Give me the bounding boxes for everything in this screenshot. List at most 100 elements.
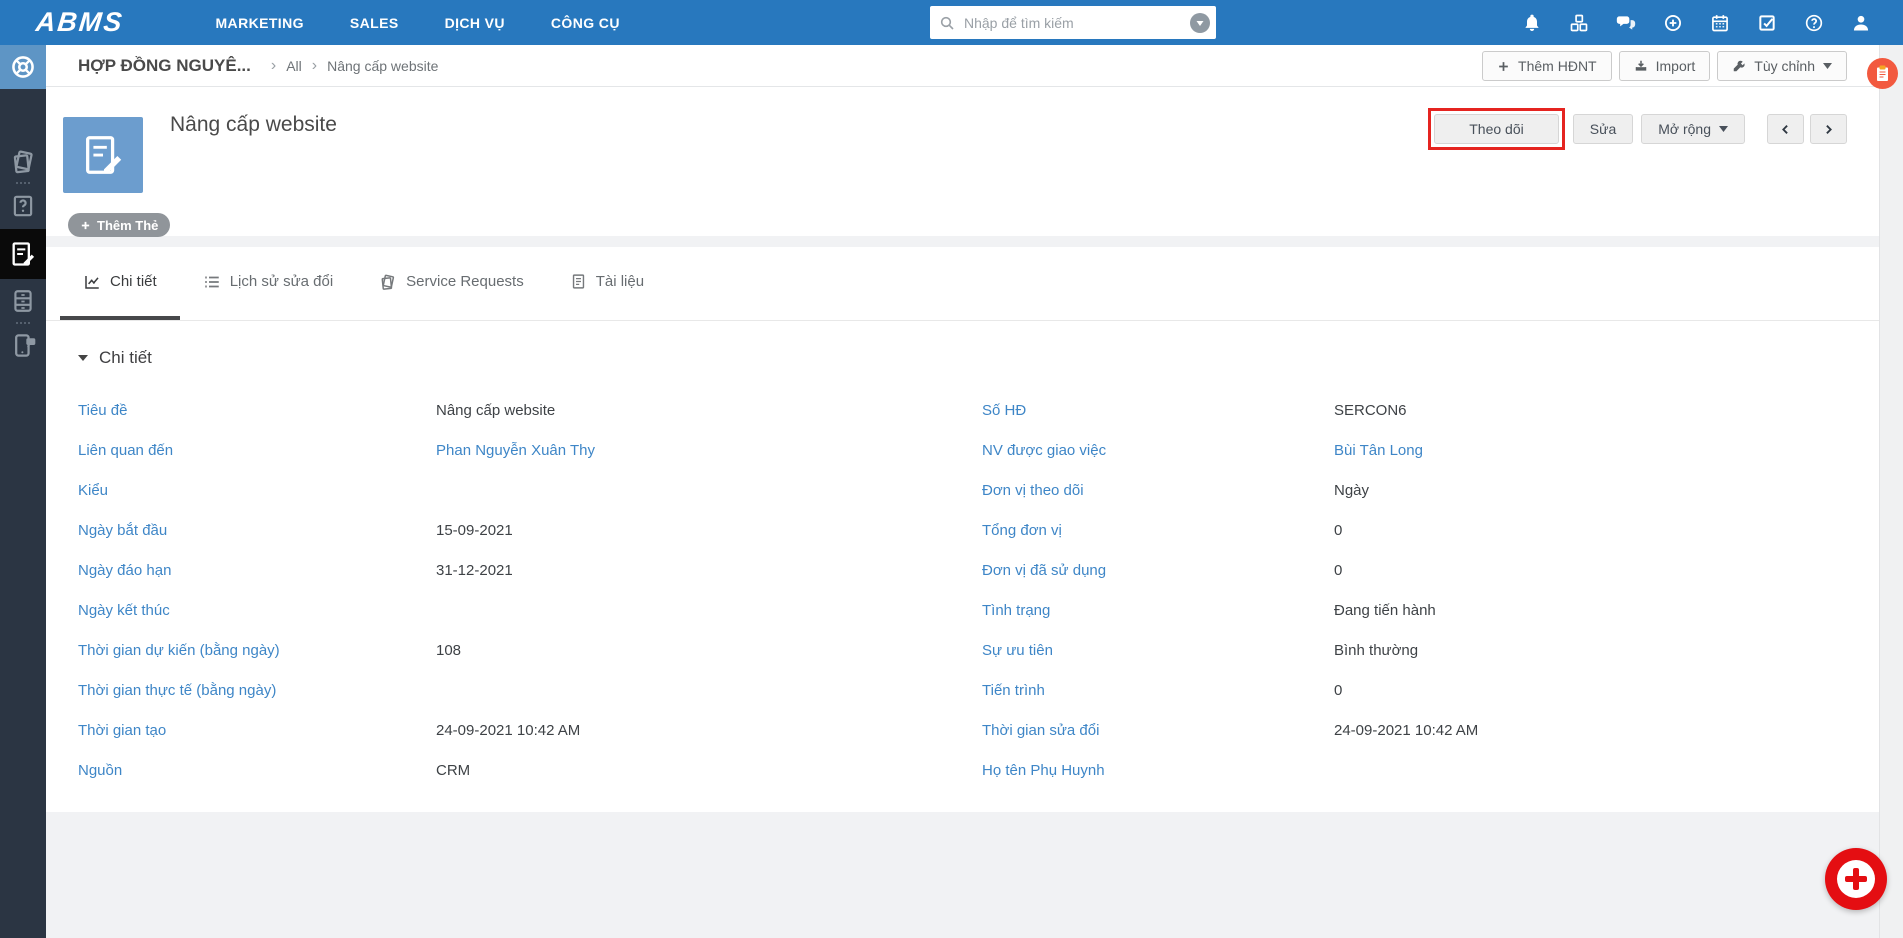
field-value: 0	[1334, 521, 1343, 539]
details-grid: Tiêu đề Nâng cấp website Số HĐ SERCON6 L…	[78, 390, 1879, 790]
sidebar-item-service-contracts[interactable]	[0, 229, 46, 279]
field-value: 0	[1334, 681, 1343, 699]
plus-icon	[1497, 60, 1510, 73]
tab-bar: Chi tiết Lịch sử sửa đổi Service Request…	[46, 247, 1879, 321]
annotation-highlight-box: Theo dõi	[1428, 108, 1565, 150]
breadcrumb-link-all[interactable]: All	[286, 57, 302, 74]
field-label: Sự ưu tiên	[982, 641, 1053, 659]
field-value-link[interactable]: Phan Nguyễn Xuân Thy	[436, 441, 596, 459]
sidebar-item-tickets[interactable]	[0, 143, 46, 179]
tab-service-requests[interactable]: Service Requests	[356, 247, 547, 320]
field-label: Thời gian sửa đổi	[982, 721, 1100, 739]
chart-line-icon	[83, 273, 101, 291]
faq-icon	[10, 193, 36, 219]
search-input[interactable]	[962, 13, 1190, 32]
field-label: Tình trạng	[982, 601, 1051, 619]
menu-item-congcu[interactable]: CÔNG CỤ	[550, 14, 620, 31]
phone-chat-icon	[10, 332, 37, 359]
field-value	[436, 670, 982, 710]
field-value: Ngày	[1334, 481, 1370, 499]
menu-item-marketing[interactable]: MARKETING	[215, 14, 304, 31]
list-icon	[203, 273, 221, 291]
field-value: Đang tiến hành	[1334, 601, 1436, 619]
navbar-icons	[1522, 0, 1871, 45]
bell-icon[interactable]	[1522, 13, 1542, 33]
add-contract-button[interactable]: Thêm HĐNT	[1482, 51, 1612, 81]
field-value: Nâng cấp website	[436, 401, 556, 419]
scrollbar-track[interactable]	[1879, 45, 1903, 938]
field-label: Liên quan đến	[78, 441, 174, 459]
customize-button[interactable]: Tùy chỉnh	[1717, 51, 1847, 81]
plus-icon	[80, 220, 91, 231]
next-record-button[interactable]	[1810, 114, 1847, 144]
list-toolbar: Thêm HĐNT Import Tùy chỉnh	[1482, 51, 1847, 81]
tab-documents[interactable]: Tài liệu	[547, 247, 667, 320]
sidebar-item-dashboard[interactable]	[0, 45, 46, 89]
breadcrumb-link-record[interactable]: Nâng cấp website	[327, 57, 439, 74]
caret-down-icon	[78, 355, 88, 361]
search-scope-chevron-icon[interactable]	[1190, 12, 1210, 33]
menu-item-sales[interactable]: SALES	[349, 14, 399, 31]
sidebar-item-assets[interactable]	[0, 283, 46, 319]
record-type-icon	[63, 117, 143, 193]
field-value-link[interactable]: Bùi Tân Long	[1334, 441, 1423, 459]
field-label: Số HĐ	[982, 401, 1027, 419]
chat-icon[interactable]	[1616, 13, 1636, 33]
field-label: Thời gian dự kiến (bằng ngày)	[78, 641, 280, 659]
field-value	[436, 590, 982, 630]
menu-item-dichvu[interactable]: DỊCH VỤ	[444, 14, 505, 31]
field-label: Ngày đáo hạn	[78, 561, 172, 579]
field-label: Thời gian thực tế (bằng ngày)	[78, 681, 277, 699]
field-value: 108	[436, 641, 462, 659]
more-button[interactable]: Mở rộng	[1641, 114, 1745, 144]
record-header: Nâng cấp website Thêm Thẻ Theo dõi Sửa M…	[46, 87, 1879, 237]
life-ring-icon	[9, 53, 37, 81]
document-icon	[570, 273, 587, 290]
quick-add-icon[interactable]	[1663, 13, 1683, 33]
field-label: Tiến trình	[982, 681, 1045, 699]
section-toggle-details[interactable]: Chi tiết	[78, 348, 1879, 368]
chevron-right-icon: ›	[270, 56, 277, 74]
tasks-icon[interactable]	[1757, 13, 1777, 33]
record-actions: Theo dõi Sửa Mở rộng	[1428, 108, 1847, 150]
field-label: Họ tên Phụ Huynh	[982, 761, 1105, 779]
help-icon[interactable]	[1804, 13, 1824, 33]
tickets-icon	[10, 148, 37, 175]
record-body: Chi tiết Lịch sử sửa đổi Service Request…	[46, 247, 1879, 812]
field-label: Thời gian tạo	[78, 721, 167, 739]
breadcrumb-bar: HỢP ĐỒNG NGUYÊ... › All › Nâng cấp websi…	[46, 45, 1879, 87]
field-label: Kiểu	[78, 481, 109, 499]
tickets-icon	[379, 273, 397, 291]
edit-button[interactable]: Sửa	[1572, 114, 1634, 144]
previous-record-button[interactable]	[1767, 114, 1804, 144]
app-logo[interactable]: ABMS	[34, 7, 126, 37]
field-label: Đơn vị theo dõi	[982, 481, 1084, 499]
quick-create-fab[interactable]	[1825, 848, 1887, 910]
sidebar-item-phone-chat[interactable]	[0, 327, 46, 363]
tab-details[interactable]: Chi tiết	[60, 247, 180, 320]
field-value: Bình thường	[1334, 641, 1419, 659]
cubes-icon[interactable]	[1569, 13, 1589, 33]
field-value	[1334, 750, 1879, 790]
caret-down-icon	[1719, 126, 1728, 132]
field-value: 24-09-2021 10:42 AM	[436, 721, 581, 739]
chevron-right-icon: ›	[311, 56, 318, 74]
tab-mod-history[interactable]: Lịch sử sửa đổi	[180, 247, 356, 320]
field-value: CRM	[436, 761, 471, 779]
global-search	[930, 6, 1216, 39]
search-icon	[939, 15, 955, 31]
sidebar-item-faq[interactable]	[0, 188, 46, 224]
add-tag-button[interactable]: Thêm Thẻ	[68, 213, 171, 237]
user-icon[interactable]	[1851, 13, 1871, 33]
calendar-icon[interactable]	[1710, 13, 1730, 33]
app-sidebar	[0, 45, 46, 938]
field-value: 24-09-2021 10:42 AM	[1334, 721, 1479, 739]
field-label: Đơn vị đã sử dụng	[982, 561, 1107, 579]
sidebar-separator	[16, 322, 30, 324]
breadcrumb-module: HỢP ĐỒNG NGUYÊ...	[78, 55, 251, 75]
clipboard-extension-icon[interactable]	[1867, 58, 1898, 89]
field-value: SERCON6	[1334, 401, 1407, 419]
field-value	[436, 470, 982, 510]
follow-button[interactable]: Theo dõi	[1434, 114, 1559, 144]
import-button[interactable]: Import	[1618, 51, 1711, 81]
